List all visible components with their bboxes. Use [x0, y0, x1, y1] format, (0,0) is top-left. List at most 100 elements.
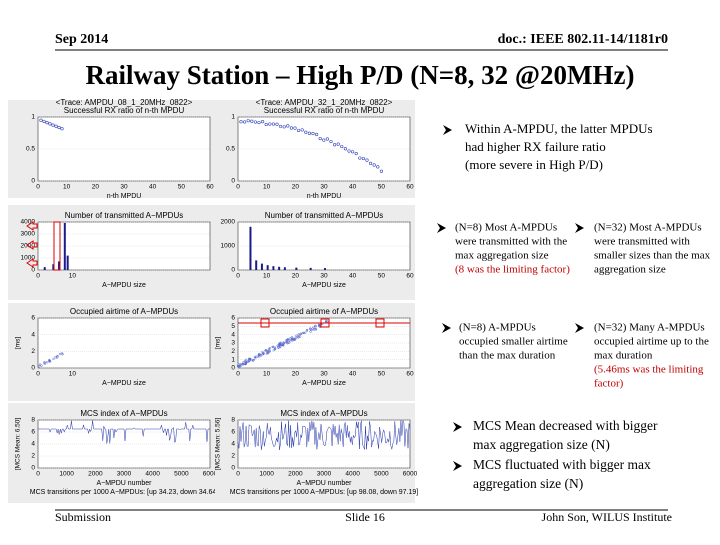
x-tick-label: 60	[406, 371, 414, 378]
y-tick-label: 8	[231, 417, 235, 424]
y-tick-label: 0	[231, 178, 235, 185]
trace-dot	[268, 350, 271, 353]
bullet-text: aggregation size	[594, 264, 666, 276]
trace-dot	[376, 165, 380, 169]
red-marker	[375, 318, 385, 328]
trace-dot	[48, 359, 51, 362]
x-tick-label: 50	[378, 371, 386, 378]
x-axis-label: n-th MPDU	[307, 193, 342, 200]
x-axis-label: MCS transitions per 1000 A−MPDUs: [up 34…	[30, 489, 219, 496]
trace-dot	[351, 150, 355, 154]
y-tick-label: 2	[231, 348, 235, 355]
trace-dot	[286, 124, 290, 128]
trace-dot	[256, 355, 259, 358]
y-tick-label: 0	[31, 465, 35, 472]
trace-dot	[302, 331, 305, 334]
trace-dot	[43, 362, 46, 365]
x-tick-label: 0	[236, 273, 240, 280]
trace-dot	[281, 344, 285, 347]
trace-dot	[239, 120, 243, 124]
x-tick-label: 2000	[288, 471, 303, 478]
trace-dot	[275, 122, 279, 126]
x-tick-label: 40	[349, 184, 357, 191]
x-tick-label: 0	[236, 184, 240, 191]
trace-dot	[354, 151, 358, 156]
bullet-text: than the max duration	[459, 350, 556, 362]
bullet-text: (more severe in High P/D)	[465, 157, 603, 172]
x-tick-label: 4000	[145, 471, 160, 478]
x-tick-label: 50	[378, 273, 386, 280]
trace-bar	[63, 222, 66, 270]
bullet-text: aggregation size (N)	[473, 476, 583, 491]
trace-dot	[369, 161, 373, 165]
trace-dot	[268, 347, 271, 350]
trace-dot	[311, 131, 315, 136]
trace-bar	[266, 265, 269, 270]
y-tick-label: 1	[231, 356, 235, 363]
trace-dot	[285, 338, 288, 342]
x-tick-label: 2000	[88, 471, 103, 478]
trace-dot	[318, 136, 322, 141]
trace-dot	[246, 360, 249, 363]
trace-dot	[54, 124, 58, 128]
x-axis-label: A−MPDU size	[302, 282, 346, 289]
x-tick-label: 0	[36, 471, 40, 478]
y-tick-label: 4	[31, 331, 35, 338]
red-arrow	[26, 258, 38, 268]
y-tick-label: 6	[231, 429, 235, 436]
trace-dot	[253, 120, 257, 124]
bullet-arrow	[453, 461, 462, 471]
plot-title: Occupied airtime of A−MPDUs	[270, 307, 378, 316]
y-tick-label: 2	[231, 453, 235, 460]
trace-dot	[379, 169, 384, 173]
bullet-text: (N=32) Many A-MPDUs	[594, 322, 705, 334]
trace-dot	[317, 323, 321, 327]
slide-title: Railway Station – High P/D (N=8, 32 @20M…	[86, 60, 635, 90]
plot-title: MCS index of A−MPDUs	[280, 409, 367, 418]
x-tick-label: 6000	[403, 471, 418, 478]
x-tick-label: 0	[36, 184, 40, 191]
trace-dot	[48, 122, 52, 126]
plot-title: Number of transmitted A−MPDUs	[65, 211, 183, 220]
bullet-text: had higher RX failure ratio	[465, 139, 606, 154]
trace-dot	[309, 330, 312, 333]
trace-dot	[51, 123, 55, 127]
trace-dot	[60, 127, 64, 131]
trace-dot	[242, 363, 245, 366]
plot-title: Occupied airtime of A−MPDUs	[70, 307, 178, 316]
trace-bar	[255, 260, 258, 270]
trace-dot	[309, 328, 312, 331]
x-tick-label: 30	[320, 184, 328, 191]
x-axis-label: A−MPDU number	[296, 480, 352, 487]
x-tick-label: 60	[406, 184, 414, 191]
trace-dot	[247, 360, 250, 363]
trace-bar	[309, 267, 312, 270]
trace-dot	[246, 119, 250, 123]
footer-right: John Son, WILUS Institute	[542, 510, 672, 524]
trace-dot	[43, 361, 47, 364]
trace-dot	[273, 347, 277, 350]
plot-title: Number of transmitted A−MPDUs	[265, 211, 383, 220]
x-tick-label: 40	[149, 184, 157, 191]
x-tick-label: 40	[349, 371, 357, 378]
trace-dot	[257, 120, 261, 125]
trace-dot	[272, 349, 275, 352]
x-tick-label: 20	[292, 273, 300, 280]
plot-title: Successful RX ratio of n-th MPDU	[264, 106, 385, 115]
y-tick-label: 2000	[221, 219, 236, 226]
trace-dot	[325, 137, 330, 141]
trace-dot	[60, 352, 64, 355]
y-tick-label: 6	[31, 315, 35, 322]
y-tick-label: 1	[231, 114, 235, 121]
trace-bar	[295, 267, 298, 270]
trace-bar	[278, 266, 281, 270]
trace-dot	[266, 351, 269, 354]
trace-dot	[255, 355, 258, 358]
trace-dot	[271, 122, 276, 126]
bullet-text: were transmitted with the	[455, 236, 567, 248]
trace-dot	[268, 122, 272, 126]
trace-dot	[322, 138, 326, 142]
y-tick-label: 1000	[21, 255, 36, 262]
x-axis-label: A−MPDU size	[102, 282, 146, 289]
